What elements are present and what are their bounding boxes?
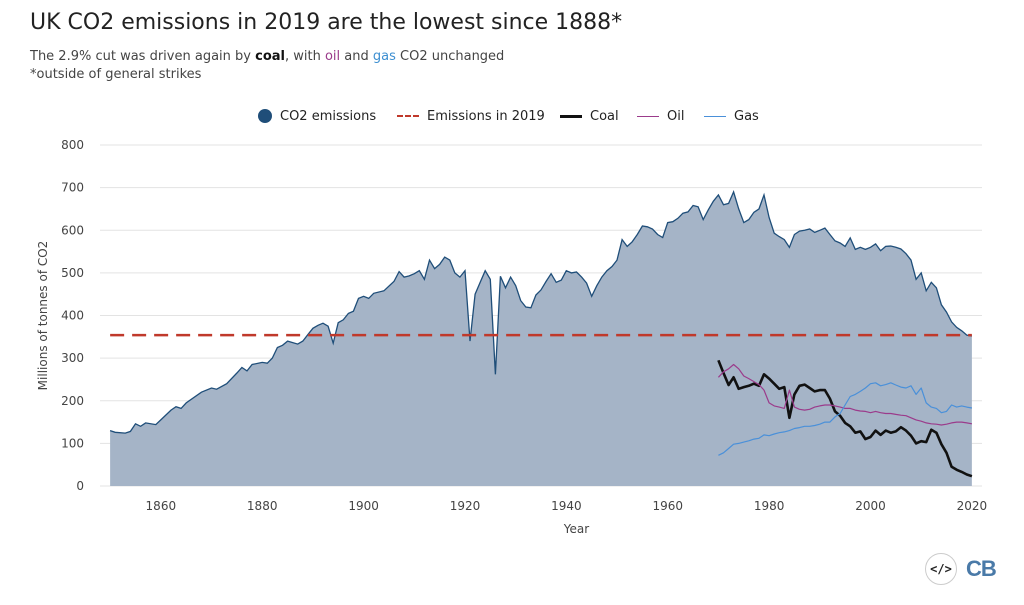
legend-item-co2[interactable]: CO2 emissions	[258, 105, 376, 127]
x-tick-label-1960: 1960	[652, 499, 683, 513]
legend-item-ref[interactable]: Emissions in 2019	[397, 105, 545, 127]
legend-dashed-line-icon	[397, 115, 419, 117]
y-tick-label-500: 500	[61, 266, 84, 280]
subtitle-line: The 2.9% cut was driven again by coal, w…	[30, 48, 504, 66]
y-tick-label-800: 800	[61, 138, 84, 152]
y-tick-label-100: 100	[61, 436, 84, 450]
subtitle-gas: gas	[372, 49, 396, 64]
carbon-brief-logo: CB	[966, 556, 997, 581]
legend-item-coal[interactable]: Coal	[560, 105, 619, 127]
x-axis-title: Year	[563, 522, 589, 536]
legend-gas-line-icon	[704, 115, 726, 117]
chart-subtitle: The 2.9% cut was driven again by coal, w…	[30, 48, 504, 84]
x-tick-label-2000: 2000	[855, 499, 886, 513]
legend-label-ref: Emissions in 2019	[427, 108, 545, 124]
legend-label-coal: Coal	[590, 108, 619, 124]
subtitle-text-1: The 2.9% cut was driven again by	[30, 49, 256, 64]
legend-label-oil: Oil	[667, 108, 685, 124]
x-tick-label-2020: 2020	[957, 499, 988, 513]
x-tick-label-1880: 1880	[247, 499, 278, 513]
subtitle-text-2: , with	[284, 49, 325, 64]
subtitle-text-3: and	[340, 49, 373, 64]
subtitle-footnote: *outside of general strikes	[30, 67, 202, 82]
subtitle-oil: oil	[324, 49, 341, 64]
subtitle-coal: coal	[255, 49, 285, 64]
y-tick-label-0: 0	[76, 479, 84, 493]
legend-label-gas: Gas	[734, 108, 759, 124]
y-tick-label-300: 300	[61, 351, 84, 365]
x-tick-label-1940: 1940	[551, 499, 582, 513]
co2-emissions-area	[110, 191, 972, 486]
coal-series-line	[717, 359, 973, 478]
legend-label-co2: CO2 emissions	[280, 108, 377, 124]
x-tick-label-1860: 1860	[146, 499, 177, 513]
y-tick-label-200: 200	[61, 394, 84, 408]
x-tick-label-1920: 1920	[450, 499, 481, 513]
chart-legend: CO2 emissions Emissions in 2019 Coal Oil…	[0, 105, 1024, 127]
y-tick-label-700: 700	[61, 181, 84, 195]
legend-dot-icon	[258, 109, 272, 123]
chart-title: UK CO2 emissions in 2019 are the lowest …	[30, 10, 623, 35]
subtitle-text-4: CO2 unchanged	[395, 49, 505, 64]
y-tick-label-600: 600	[61, 223, 84, 237]
y-axis-title: Millions of tonnes of CO2	[36, 241, 50, 391]
gas-series-line	[718, 382, 973, 456]
legend-item-oil[interactable]: Oil	[637, 105, 684, 127]
embed-code-button[interactable]: </>	[925, 553, 957, 585]
y-tick-label-400: 400	[61, 309, 84, 323]
legend-coal-line-icon	[560, 114, 582, 118]
legend-oil-line-icon	[637, 115, 659, 117]
x-tick-label-1900: 1900	[348, 499, 379, 513]
x-tick-label-1980: 1980	[754, 499, 785, 513]
legend-item-gas[interactable]: Gas	[704, 105, 759, 127]
oil-series-line	[717, 363, 973, 426]
co2-emissions-line	[109, 190, 973, 434]
